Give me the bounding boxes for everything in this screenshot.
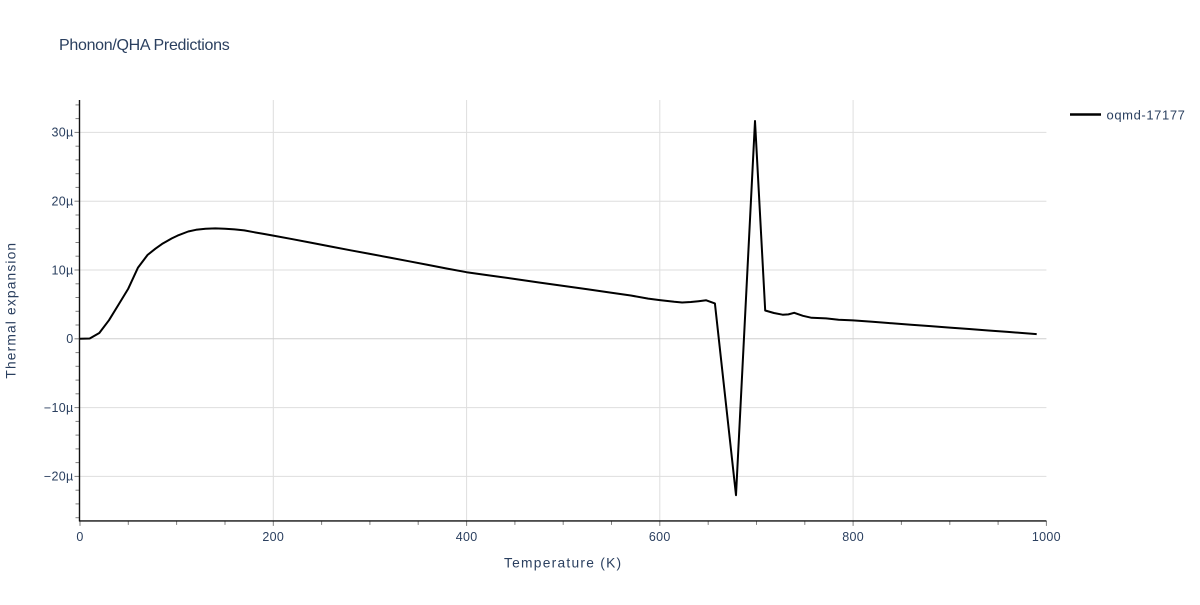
svg-text:oqmd-17177: oqmd-17177 bbox=[1107, 107, 1186, 122]
svg-text:400: 400 bbox=[456, 530, 478, 544]
svg-text:30µ: 30µ bbox=[51, 126, 73, 140]
svg-text:20µ: 20µ bbox=[51, 195, 73, 209]
svg-text:0: 0 bbox=[66, 332, 73, 346]
svg-text:0: 0 bbox=[76, 530, 83, 544]
svg-text:−20µ: −20µ bbox=[44, 470, 74, 484]
svg-text:Thermal expansion: Thermal expansion bbox=[4, 242, 19, 379]
svg-text:−10µ: −10µ bbox=[44, 401, 74, 415]
svg-text:200: 200 bbox=[262, 530, 284, 544]
svg-text:600: 600 bbox=[649, 530, 671, 544]
svg-text:800: 800 bbox=[842, 530, 864, 544]
svg-text:1000: 1000 bbox=[1032, 530, 1061, 544]
svg-text:Temperature (K): Temperature (K) bbox=[504, 556, 622, 571]
svg-text:10µ: 10µ bbox=[51, 263, 73, 277]
svg-text:Phonon/QHA Predictions: Phonon/QHA Predictions bbox=[59, 37, 230, 54]
